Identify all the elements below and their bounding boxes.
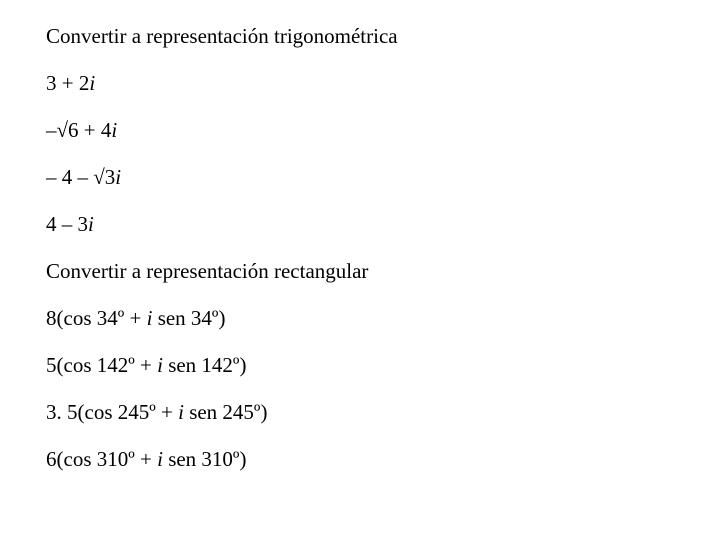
expr-6: 5(cos 142º + i sen 142º) [46, 355, 720, 376]
expr-4: 4 – 3i [46, 214, 720, 235]
expr-8: 6(cos 310º + i sen 310º) [46, 449, 720, 470]
expr-3: – 4 – √3i [46, 167, 720, 188]
expr-5: 8(cos 34º + i sen 34º) [46, 308, 720, 329]
page: Convertir a representación trigonométric… [0, 0, 720, 470]
expr-7: 3. 5(cos 245º + i sen 245º) [46, 402, 720, 423]
heading-rect: Convertir a representación rectangular [46, 261, 720, 282]
expr-1: 3 + 2i [46, 73, 720, 94]
heading-trig: Convertir a representación trigonométric… [46, 26, 720, 47]
expr-2: –√6 + 4i [46, 120, 720, 141]
